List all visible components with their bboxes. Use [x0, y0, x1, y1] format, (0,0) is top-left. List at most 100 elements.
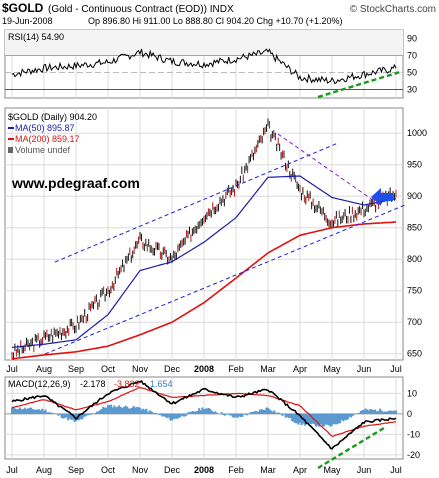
macd-hist-bar: [81, 413, 84, 420]
macd-hist-bar: [111, 407, 114, 414]
macd-hist-bar: [84, 413, 87, 417]
macd-hist-bar: [15, 409, 18, 414]
macd-hist-bar: [22, 408, 25, 414]
rsi-green-trendline: [317, 70, 401, 99]
macd-hist-bar: [38, 409, 41, 414]
macd-hist-bar: [305, 413, 308, 425]
macd-hist-bar: [177, 413, 180, 419]
macd-hist-bar: [321, 413, 324, 427]
macd-hist-bar: [174, 413, 177, 419]
rsi-line: [11, 48, 397, 85]
macd-hist-bar: [191, 410, 194, 414]
x-tick-label: Jun: [357, 465, 372, 475]
macd-hist-bar: [110, 404, 113, 414]
x-tick-label: Aug: [36, 465, 52, 475]
x-tick-label: Jul: [6, 364, 18, 374]
macd-hist-bar: [220, 412, 223, 414]
macd-hist-bar: [339, 413, 341, 424]
macd-hist-bar: [68, 413, 71, 419]
rsi-tick-label: 90: [407, 34, 417, 44]
x-tick-label: Mar: [260, 465, 276, 475]
macd-hist-bar: [164, 413, 167, 418]
macd-hist-bar: [201, 407, 204, 414]
macd-hist-bar: [267, 407, 269, 414]
macd-hist-bar: [115, 407, 117, 414]
macd-hist-bar: [33, 409, 36, 414]
macd-line: [11, 379, 397, 450]
macd-hist-bar: [299, 413, 301, 423]
macd-hist-bar: [28, 407, 31, 414]
macd-hist-bar: [180, 413, 183, 416]
macd-hist-bar: [57, 413, 60, 416]
macd-hist-bar: [67, 413, 69, 421]
macd-hist-bar: [300, 413, 303, 426]
macd-hist-bar: [358, 412, 361, 414]
macd-hist-bar: [235, 413, 237, 417]
macd-hist-bar: [151, 412, 154, 414]
macd-hist-bar: [241, 413, 244, 417]
macd-hist-bar: [246, 413, 249, 416]
price-tick-label: 850: [407, 223, 422, 233]
macd-hist-bar: [148, 410, 151, 414]
macd-hist-bar: [335, 413, 338, 425]
macd-hist-bar: [387, 411, 389, 414]
macd-hist-bar: [83, 413, 85, 417]
macd-hist-bar: [295, 413, 298, 424]
macd-hist-bar: [172, 413, 175, 419]
x-tick-label: May: [323, 364, 341, 374]
macd-hist-bar: [23, 407, 26, 414]
macd-hist-bar: [59, 413, 61, 415]
macd-hist-bar: [52, 413, 55, 414]
macd-hist-bar: [124, 405, 127, 414]
macd-hist-bar: [63, 413, 66, 419]
macd-hist-bar: [46, 412, 49, 414]
macd-hist-bar: [340, 413, 343, 420]
macd-hist-bar: [166, 413, 169, 419]
macd-hist-bar: [105, 407, 108, 414]
macd-hist-bar: [249, 412, 252, 414]
macd-hist-bar: [137, 407, 140, 414]
macd-hist-bar: [255, 411, 258, 414]
x-tick-label: Apr: [293, 364, 307, 374]
arrow-icon: [371, 188, 393, 206]
macd-hist-bar: [382, 411, 385, 414]
macd-hist-bar: [347, 413, 349, 420]
volume-legend: Volume undef: [15, 145, 71, 155]
watermark-text: www.pdegraaf.com: [11, 175, 140, 191]
macd-tick-label: -10: [407, 429, 420, 439]
macd-hist-bar: [383, 411, 386, 414]
macd-hist-bar: [332, 413, 335, 424]
macd-hist-bar: [183, 413, 186, 417]
ma200-legend: MA(200) 859.17: [15, 134, 80, 144]
macd-hist-bar: [259, 409, 261, 414]
macd-green-trendline: [317, 426, 385, 470]
macd-hist-bar: [20, 409, 23, 414]
x-tick-label: Mar: [260, 364, 276, 374]
macd-hist-bar: [323, 413, 325, 427]
quote-text: Op 896.80 Hi 911.00 Lo 888.80 Cl 904.20 …: [88, 16, 343, 26]
x-tick-label: Nov: [132, 364, 149, 374]
macd-hist-bar: [385, 411, 388, 414]
macd-hist-bar: [225, 413, 228, 415]
macd-hist-bar: [262, 409, 265, 414]
x-tick-label: Jul: [390, 465, 402, 475]
x-tick-label: Nov: [132, 465, 149, 475]
price-tick-label: 650: [407, 349, 422, 359]
macd-hist-bar: [369, 408, 372, 414]
macd-axis: -20 -10 0 10: [407, 388, 420, 460]
macd-hist-bar: [62, 413, 65, 419]
macd-hist-bar: [209, 409, 212, 414]
macd-hist-bar: [126, 406, 129, 414]
macd-hist-bar: [294, 413, 297, 424]
macd-hist-bar: [12, 406, 15, 414]
macd-hist-bar: [318, 413, 321, 427]
x-tick-label: Feb: [228, 465, 244, 475]
macd-hist-bar: [327, 413, 330, 426]
x-tick-label: 2008: [194, 364, 214, 374]
macd-hist-bar: [95, 411, 98, 414]
macd-hist-bar: [279, 413, 282, 415]
macd-hist-bar: [187, 412, 189, 414]
macd-hist-bar: [238, 413, 241, 417]
macd-hist-bar: [39, 410, 42, 414]
macd-hist-bar: [107, 405, 109, 414]
